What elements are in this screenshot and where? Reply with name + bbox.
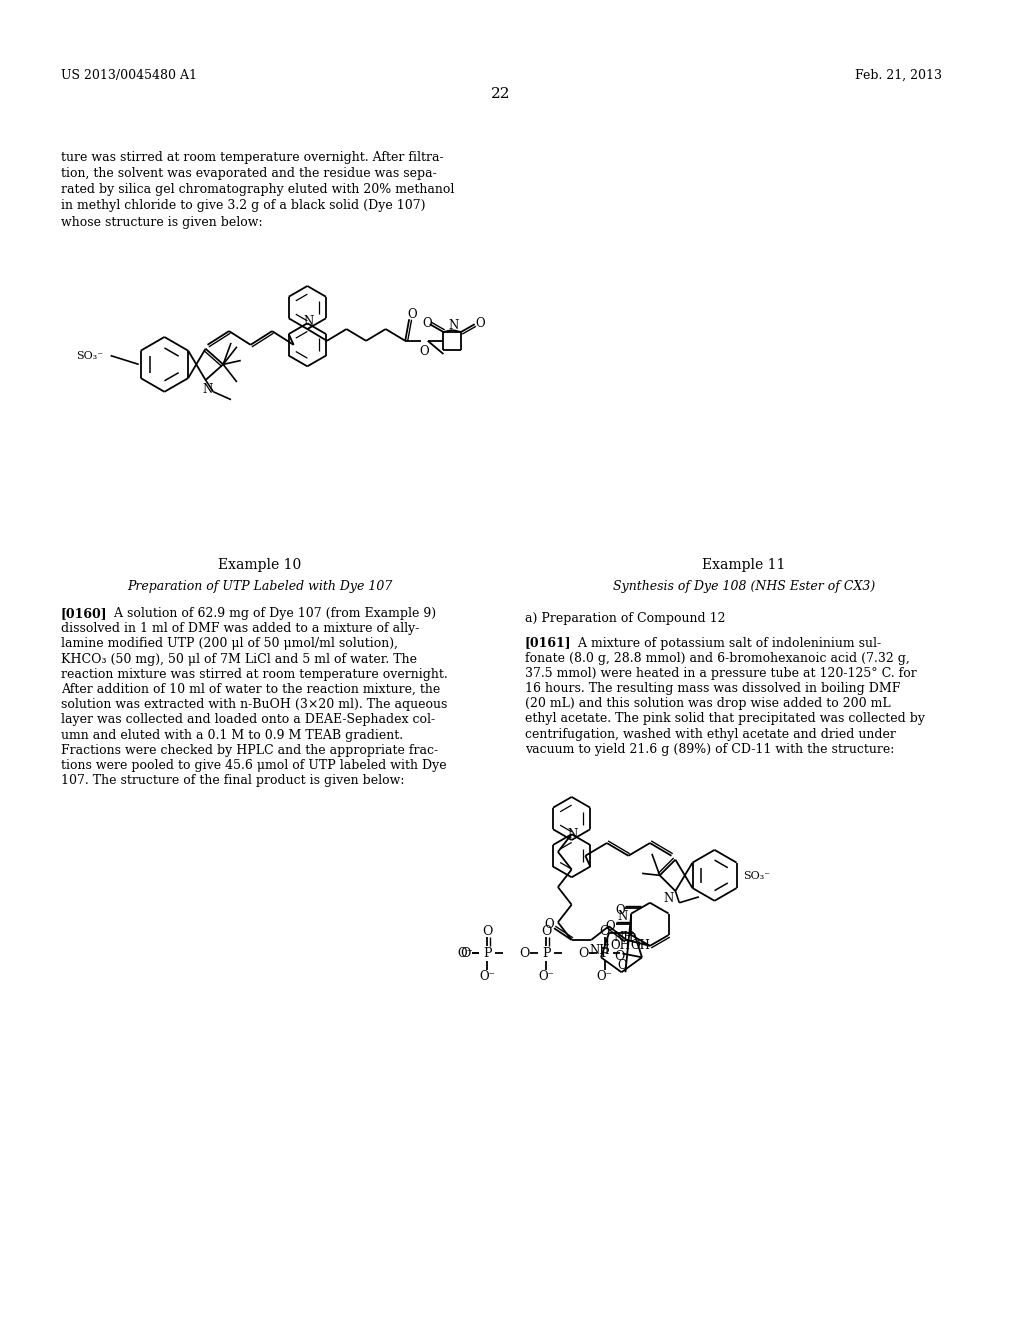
Text: solution was extracted with n-BuOH (3×20 ml). The aqueous: solution was extracted with n-BuOH (3×20… bbox=[60, 698, 447, 711]
Text: [0161]: [0161] bbox=[524, 636, 571, 649]
Text: O: O bbox=[579, 946, 589, 960]
Text: O: O bbox=[419, 345, 429, 358]
Text: O: O bbox=[461, 946, 471, 960]
Text: dissolved in 1 ml of DMF was added to a mixture of ally-: dissolved in 1 ml of DMF was added to a … bbox=[60, 622, 419, 635]
Text: layer was collected and loaded onto a DEAE-Sephadex col-: layer was collected and loaded onto a DE… bbox=[60, 713, 435, 726]
Text: O: O bbox=[615, 904, 625, 917]
Text: ethyl acetate. The pink solid that precipitated was collected by: ethyl acetate. The pink solid that preci… bbox=[524, 713, 925, 726]
Text: N: N bbox=[567, 828, 578, 841]
Text: 37.5 mmol) were heated in a pressure tube at 120-125° C. for: 37.5 mmol) were heated in a pressure tub… bbox=[524, 667, 916, 680]
Text: fonate (8.0 g, 28.8 mmol) and 6-bromohexanoic acid (7.32 g,: fonate (8.0 g, 28.8 mmol) and 6-bromohex… bbox=[524, 652, 909, 665]
Text: tions were pooled to give 45.6 μmol of UTP labeled with Dye: tions were pooled to give 45.6 μmol of U… bbox=[60, 759, 446, 772]
Text: P: P bbox=[483, 946, 492, 960]
Text: A mixture of potassium salt of indoleninium sul-: A mixture of potassium salt of indolenin… bbox=[569, 636, 881, 649]
Text: 107. The structure of the final product is given below:: 107. The structure of the final product … bbox=[60, 774, 404, 787]
Text: [0160]: [0160] bbox=[60, 607, 108, 620]
Text: O: O bbox=[617, 958, 628, 972]
Text: a) Preparation of Compound 12: a) Preparation of Compound 12 bbox=[524, 612, 725, 626]
Text: O: O bbox=[476, 317, 485, 330]
Text: Example 11: Example 11 bbox=[702, 558, 785, 572]
Text: A solution of 62.9 mg of Dye 107 (from Example 9): A solution of 62.9 mg of Dye 107 (from E… bbox=[105, 607, 436, 620]
Text: O⁻: O⁻ bbox=[458, 946, 474, 960]
Text: O: O bbox=[600, 925, 610, 939]
Text: whose structure is given below:: whose structure is given below: bbox=[60, 215, 262, 228]
Text: O: O bbox=[423, 317, 432, 330]
Text: O: O bbox=[408, 309, 417, 322]
Text: O: O bbox=[614, 949, 625, 962]
Text: Feb. 21, 2013: Feb. 21, 2013 bbox=[855, 69, 942, 82]
Text: SO₃⁻: SO₃⁻ bbox=[743, 871, 770, 882]
Text: Fractions were checked by HPLC and the appropriate frac-: Fractions were checked by HPLC and the a… bbox=[60, 743, 438, 756]
Text: N: N bbox=[449, 319, 459, 333]
Text: US 2013/0045480 A1: US 2013/0045480 A1 bbox=[60, 69, 197, 82]
Text: N: N bbox=[303, 315, 313, 329]
Text: (20 mL) and this solution was drop wise added to 200 mL: (20 mL) and this solution was drop wise … bbox=[524, 697, 890, 710]
Text: lamine modified UTP (200 μl of 50 μmol/ml solution),: lamine modified UTP (200 μl of 50 μmol/m… bbox=[60, 638, 397, 651]
Text: After addition of 10 ml of water to the reaction mixture, the: After addition of 10 ml of water to the … bbox=[60, 682, 440, 696]
Text: centrifugation, washed with ethyl acetate and dried under: centrifugation, washed with ethyl acetat… bbox=[524, 727, 896, 741]
Text: O: O bbox=[606, 920, 615, 933]
Text: 22: 22 bbox=[492, 87, 511, 102]
Text: P: P bbox=[542, 946, 550, 960]
Text: Preparation of UTP Labeled with Dye 107: Preparation of UTP Labeled with Dye 107 bbox=[127, 579, 392, 593]
Text: NH: NH bbox=[589, 944, 609, 957]
Text: N: N bbox=[617, 909, 628, 923]
Text: in methyl chloride to give 3.2 g of a black solid (Dye 107): in methyl chloride to give 3.2 g of a bl… bbox=[60, 199, 425, 213]
Text: NH: NH bbox=[613, 931, 634, 944]
Text: O⁻: O⁻ bbox=[539, 970, 554, 983]
Text: reaction mixture was stirred at room temperature overnight.: reaction mixture was stirred at room tem… bbox=[60, 668, 447, 681]
Text: O⁻: O⁻ bbox=[479, 970, 496, 983]
Text: P: P bbox=[600, 946, 609, 960]
Text: vacuum to yield 21.6 g (89%) of CD-11 with the structure:: vacuum to yield 21.6 g (89%) of CD-11 wi… bbox=[524, 743, 894, 756]
Text: O⁻: O⁻ bbox=[597, 970, 612, 983]
Text: SO₃⁻: SO₃⁻ bbox=[77, 351, 103, 360]
Text: N: N bbox=[664, 892, 674, 906]
Text: OH: OH bbox=[630, 939, 650, 952]
Text: OH: OH bbox=[610, 939, 631, 952]
Text: ture was stirred at room temperature overnight. After filtra-: ture was stirred at room temperature ove… bbox=[60, 150, 443, 164]
Text: O: O bbox=[544, 919, 554, 932]
Text: KHCO₃ (50 mg), 50 μl of 7M LiCl and 5 ml of water. The: KHCO₃ (50 mg), 50 μl of 7M LiCl and 5 ml… bbox=[60, 652, 417, 665]
Text: O: O bbox=[519, 946, 529, 960]
Text: O: O bbox=[541, 925, 551, 939]
Text: 16 hours. The resulting mass was dissolved in boiling DMF: 16 hours. The resulting mass was dissolv… bbox=[524, 682, 900, 696]
Text: umn and eluted with a 0.1 M to 0.9 M TEAB gradient.: umn and eluted with a 0.1 M to 0.9 M TEA… bbox=[60, 729, 402, 742]
Text: tion, the solvent was evaporated and the residue was sepa-: tion, the solvent was evaporated and the… bbox=[60, 168, 436, 180]
Text: rated by silica gel chromatography eluted with 20% methanol: rated by silica gel chromatography elute… bbox=[60, 183, 454, 197]
Text: O: O bbox=[482, 925, 493, 939]
Text: Synthesis of Dye 108 (NHS Ester of CX3): Synthesis of Dye 108 (NHS Ester of CX3) bbox=[612, 579, 876, 593]
Text: N: N bbox=[203, 383, 213, 396]
Text: Example 10: Example 10 bbox=[218, 558, 301, 572]
